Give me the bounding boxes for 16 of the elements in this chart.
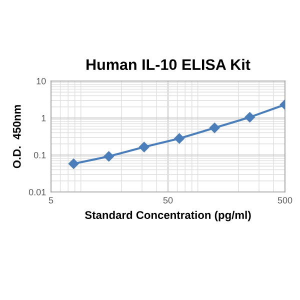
y-tick-label: 0.1 <box>34 152 46 158</box>
y-tick-label: 0.01 <box>28 188 46 196</box>
point <box>104 151 114 162</box>
x-tick-label: 5 <box>48 197 54 204</box>
x-axis-title: Standard Concentration (pg/ml) <box>84 210 251 222</box>
x-tick-label: 500 <box>278 197 292 204</box>
y-axis-title: O.D. 450nm <box>12 105 21 168</box>
point <box>244 112 255 122</box>
chart-title: Human IL-10 ELISA Kit <box>86 58 250 70</box>
y-tick-label: 10 <box>36 78 46 84</box>
y-tick-label: 1 <box>42 115 46 122</box>
point <box>174 133 184 144</box>
point <box>209 122 220 134</box>
x-tick-label: 50 <box>163 197 173 204</box>
point <box>68 158 79 169</box>
point <box>139 142 150 152</box>
